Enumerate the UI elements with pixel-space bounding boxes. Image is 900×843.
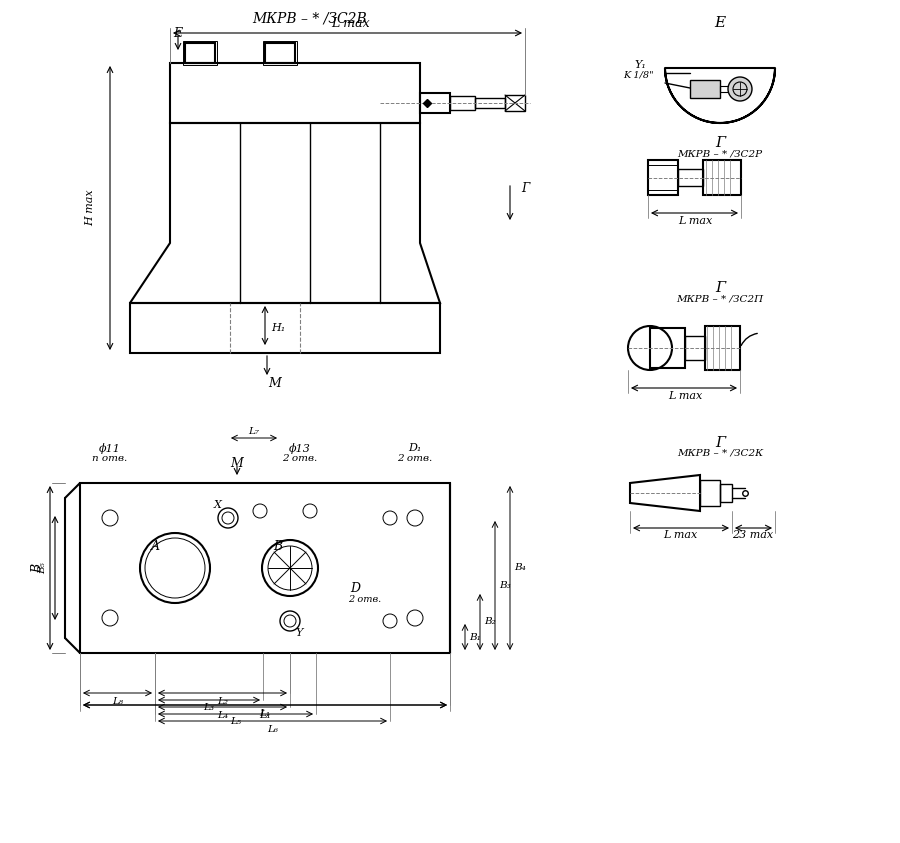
Bar [720, 86, 740, 92]
Bar [475, 98, 505, 108]
Text: B₃: B₃ [500, 581, 511, 590]
Text: МКРВ – * /ЗС2К: МКРВ – * /ЗС2К [677, 448, 763, 458]
Text: L max: L max [678, 216, 712, 226]
Text: МКРВ – * /ЗС2В: МКРВ – * /ЗС2В [253, 11, 367, 25]
Text: L max: L max [663, 530, 698, 540]
Text: ϕ11: ϕ11 [99, 443, 121, 454]
Text: 2 отв.: 2 отв. [348, 594, 382, 604]
Text: 2 отв.: 2 отв. [283, 454, 318, 463]
Bar [420, 93, 450, 113]
Bar [700, 480, 720, 506]
Text: H max: H max [85, 190, 95, 226]
Text: E: E [174, 26, 183, 40]
Text: Г: Г [521, 181, 529, 195]
Text: МКРВ – * /ЗС2Р: МКРВ – * /ЗС2Р [678, 149, 762, 158]
Text: L₄: L₄ [217, 711, 228, 719]
Circle shape [728, 77, 752, 101]
Text: B₁: B₁ [469, 632, 481, 642]
Text: 2 отв.: 2 отв. [398, 454, 433, 463]
Text: L₂: L₂ [217, 696, 228, 706]
Text: п отв.: п отв. [93, 454, 128, 463]
Text: B₄: B₄ [514, 563, 526, 572]
Bar [185, 43, 215, 63]
Text: M: M [268, 377, 282, 389]
Text: B: B [274, 540, 283, 552]
Text: ϕ13: ϕ13 [289, 443, 310, 454]
Text: 23 max: 23 max [733, 530, 774, 540]
Bar [690, 80, 720, 98]
Text: B₂: B₂ [484, 618, 496, 626]
Bar [450, 96, 475, 110]
Text: L₇: L₇ [248, 427, 259, 436]
Bar [170, 63, 420, 123]
Text: Г: Г [715, 436, 725, 450]
Text: Y: Y [295, 628, 302, 638]
Text: E: E [715, 16, 725, 30]
Bar [720, 484, 732, 502]
Bar [130, 303, 440, 353]
Text: L₃: L₃ [203, 704, 214, 712]
Bar [263, 41, 297, 65]
Text: M: M [230, 457, 243, 470]
Bar [648, 160, 678, 195]
Bar [678, 169, 703, 186]
Text: H₁: H₁ [271, 323, 285, 333]
Text: L₁: L₁ [259, 708, 271, 717]
Bar [80, 483, 450, 653]
Text: МКРВ – * /ЗС2П: МКРВ – * /ЗС2П [677, 294, 763, 303]
Text: B₅: B₅ [39, 562, 48, 574]
Bar [650, 328, 685, 368]
Text: X: X [214, 500, 222, 510]
Bar [648, 165, 678, 190]
Bar [685, 336, 705, 360]
Bar [703, 160, 741, 195]
Text: L max: L max [330, 17, 369, 30]
Text: D: D [350, 582, 360, 594]
Text: A: A [150, 540, 159, 552]
Text: Г: Г [715, 281, 725, 295]
Text: B: B [32, 563, 44, 572]
Text: D₁: D₁ [409, 443, 422, 453]
Bar [183, 41, 217, 65]
Text: L₆: L₆ [267, 724, 278, 733]
Bar [505, 95, 525, 111]
Text: K 1/8": K 1/8" [623, 71, 653, 79]
Text: Y₁: Y₁ [634, 60, 646, 70]
Text: L max: L max [668, 391, 702, 401]
Text: L₈: L₈ [112, 696, 123, 706]
Bar [705, 326, 740, 370]
Text: L₁: L₁ [259, 710, 271, 720]
Text: Г: Г [715, 136, 725, 150]
Bar [265, 43, 295, 63]
Text: L₅: L₅ [230, 717, 241, 727]
